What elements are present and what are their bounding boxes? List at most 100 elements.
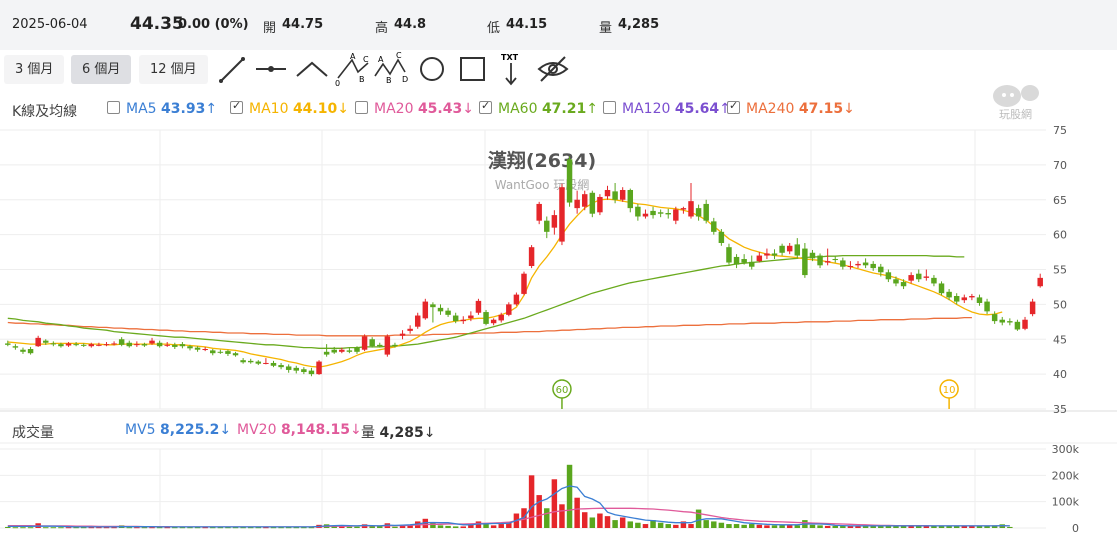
- volume-bar: [862, 525, 869, 528]
- candle-body: [581, 194, 588, 207]
- candle-body: [12, 346, 19, 348]
- candle: [718, 229, 725, 246]
- candle: [111, 341, 117, 346]
- candle-body: [422, 301, 429, 319]
- volume-tick-label: 100k: [1052, 496, 1080, 509]
- candle-body: [1029, 301, 1036, 315]
- candle-body: [475, 300, 482, 313]
- volume-bar: [240, 527, 246, 529]
- candle-body: [847, 266, 854, 268]
- candle-body: [969, 296, 975, 298]
- candle-body: [817, 255, 823, 266]
- ma5-toggle[interactable]: MA5 43.93↑: [107, 101, 217, 117]
- candle: [35, 335, 41, 347]
- candle-body: [149, 340, 155, 344]
- candle-body: [604, 189, 611, 197]
- candle-body: [361, 336, 368, 350]
- abc-pattern-icon[interactable]: 0 A B C: [334, 52, 370, 88]
- ma20-toggle[interactable]: MA20 45.43↓: [355, 101, 474, 117]
- candle-body: [247, 360, 254, 363]
- ma10-checkbox[interactable]: [230, 99, 243, 114]
- candle-body: [741, 259, 747, 263]
- hide-icon[interactable]: [535, 52, 571, 88]
- volume-bar: [103, 527, 110, 529]
- hline-tool-icon[interactable]: [253, 52, 289, 88]
- candle: [339, 347, 345, 354]
- volume-bar: [156, 527, 163, 529]
- candle: [764, 248, 770, 260]
- candle: [991, 311, 998, 324]
- angle-tool-icon[interactable]: [294, 52, 330, 88]
- volume-bar: [164, 527, 170, 529]
- candle: [460, 316, 467, 324]
- candle-body: [627, 189, 634, 209]
- candle: [855, 261, 861, 269]
- volume-bar: [893, 525, 899, 528]
- range-6m-button[interactable]: 6 個月: [71, 55, 132, 84]
- range-12m-button[interactable]: 12 個月: [139, 55, 208, 84]
- ma120-checkbox[interactable]: [603, 101, 616, 114]
- rect-tool-icon[interactable]: [455, 52, 491, 88]
- volume-bar: [832, 525, 838, 528]
- candle: [817, 253, 823, 269]
- candle-body: [73, 344, 79, 346]
- volume-bar: [870, 525, 876, 528]
- candle-body: [794, 244, 801, 256]
- text-arrow-icon[interactable]: TXT: [494, 52, 530, 88]
- candle: [923, 269, 930, 281]
- ma60-toggle[interactable]: MA60 47.21↑: [479, 99, 598, 117]
- ma-lines: [7, 198, 1003, 368]
- candle: [931, 275, 937, 287]
- volume-bar: [551, 479, 558, 528]
- candle: [908, 272, 914, 284]
- ma240-toggle[interactable]: MA240 47.15↓: [727, 99, 855, 117]
- abcd-pattern-icon[interactable]: A B C D: [372, 52, 408, 88]
- ma5-checkbox[interactable]: [107, 101, 120, 114]
- candle: [232, 351, 239, 357]
- volume-bar: [642, 524, 649, 528]
- candle: [141, 342, 148, 347]
- candle: [870, 261, 876, 271]
- vol-legend: 量 4,285↓: [361, 425, 436, 441]
- line-tool-icon[interactable]: [215, 52, 251, 88]
- candle: [187, 344, 193, 351]
- candle-body: [589, 192, 596, 214]
- volume-bar: [544, 508, 550, 528]
- candle: [301, 367, 307, 375]
- ma120-toggle[interactable]: MA120 45.64↑: [603, 101, 731, 117]
- ma20-checkbox[interactable]: [355, 101, 368, 114]
- candle: [126, 340, 132, 348]
- candle-body: [809, 252, 816, 259]
- mv5-legend: MV5 8,225.2↓: [125, 422, 232, 438]
- candle: [779, 243, 785, 256]
- candle-body: [650, 210, 656, 216]
- volume-bar: [673, 524, 679, 528]
- candle-body: [566, 159, 573, 203]
- volume-bar: [437, 525, 444, 528]
- ma-markers: 60 10: [552, 379, 959, 409]
- ma60-checkbox[interactable]: [479, 99, 492, 114]
- ma240-checkbox[interactable]: [727, 99, 740, 114]
- volume-bar: [589, 517, 596, 528]
- candle: [263, 358, 269, 365]
- volume-bar: [953, 525, 960, 528]
- candle-body: [339, 349, 345, 352]
- candle: [210, 349, 216, 356]
- volume-bar: [255, 527, 262, 529]
- ma-legend: K線及均線 MA5 43.93↑ MA10 44.10↓ MA20 45.43↓…: [0, 98, 1117, 122]
- candle: [5, 340, 11, 347]
- circle-tool-icon[interactable]: [414, 52, 450, 88]
- candle-body: [392, 344, 398, 347]
- volume-bar: [12, 527, 19, 529]
- candle-body: [225, 351, 231, 354]
- marker-label: 10: [943, 385, 956, 396]
- range-3m-button[interactable]: 3 個月: [4, 55, 65, 84]
- candle: [27, 346, 34, 355]
- volume-bar: [969, 525, 975, 528]
- candle-body: [498, 314, 504, 321]
- candle: [657, 209, 664, 218]
- ma10-toggle[interactable]: MA10 44.10↓: [230, 99, 349, 117]
- candle-body: [961, 297, 968, 301]
- low-value: 44.15: [506, 17, 548, 32]
